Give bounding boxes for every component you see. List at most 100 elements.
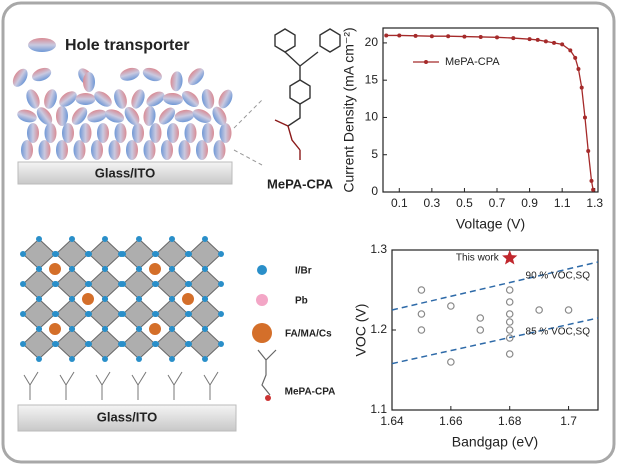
ion [120,311,126,317]
substrate-label: Glass/ITO [95,165,155,180]
molecule-ellipse [87,109,107,123]
ion [136,326,142,332]
data-point [535,306,543,314]
data-point [552,40,557,45]
pointer [233,149,263,166]
data-point [582,115,587,120]
ion [20,341,26,347]
data-point [505,298,514,306]
data-point [478,34,483,39]
data-point [505,286,514,294]
ion [153,341,159,347]
ion [218,281,224,287]
data-point [476,326,485,334]
molecule-ellipse [188,68,205,86]
ion [136,356,142,362]
data-point [579,85,584,90]
a-cation [49,323,61,335]
data-point [397,33,402,38]
legend-marker [424,60,428,64]
a-cation [82,293,94,305]
molecule-ellipse [27,123,39,143]
molecule-ellipse [12,68,28,87]
x-tick-label: 1.66 [439,414,463,428]
molecule-ellipse [36,107,53,125]
molecule-ellipse [212,106,227,126]
ion [36,296,42,302]
ion [218,251,224,257]
reference-line [391,317,599,365]
data-point [560,42,565,47]
y-axis-label: VOC (V) [353,304,369,357]
y-tick-label: 1.3 [370,242,387,256]
molecule-ellipse [44,89,57,109]
molecule-ellipse [142,67,162,82]
ion [136,266,142,272]
molecule-ellipse [192,109,212,123]
molecule-ellipse [219,123,232,143]
x-tick-label: 0.1 [391,196,408,210]
ion [169,296,175,302]
data-point [505,318,514,326]
ion [169,356,175,362]
legend-icon [28,38,56,52]
ion [153,281,159,287]
ion [102,266,108,272]
molecule-ellipse [132,123,144,143]
sam-molecule [131,371,147,400]
y-tick-label: 20 [365,35,379,49]
molecule [274,28,341,160]
glass-substrate [17,161,233,185]
y-tick-label: 0 [371,184,378,198]
molecule-ellipse [124,106,140,126]
a-cation [182,293,194,305]
molecule [257,349,277,401]
data-point [573,55,578,60]
y-tick-label: 10 [365,110,379,124]
ion [186,341,192,347]
data-point [505,326,514,334]
x-tick-label: 1.1 [554,196,571,210]
data-point [476,314,485,322]
ion [86,311,92,317]
molecule-ellipse [149,123,162,143]
ion [202,296,208,302]
sam-molecule [59,371,75,400]
data-point [535,37,540,42]
data-point [543,39,548,44]
molecule-ellipse [161,140,173,160]
ion [102,296,108,302]
y-tick-label: 1.1 [370,402,387,416]
molecule-ellipse [114,89,127,109]
molecule-ellipse [56,106,68,126]
data-point [591,187,596,192]
ion [218,311,224,317]
x-tick-label: 1.68 [498,414,522,428]
a-cation [149,323,161,335]
ion [36,236,42,242]
ion [169,326,175,332]
ion-icon [252,323,272,343]
x-tick-label: 0.9 [521,196,538,210]
ion [36,266,42,272]
ion-label: Pb [295,296,308,307]
ion [202,266,208,272]
plot-frame [382,27,599,193]
ion [202,356,208,362]
data-point [417,286,426,294]
molecule-label: MePA-CPA [285,387,336,398]
data-point [413,33,418,38]
ion [169,266,175,272]
molecule-ellipse [182,90,199,108]
ion [69,236,75,242]
data-point [505,334,514,342]
molecule-ellipse [83,72,95,92]
ion [53,341,59,347]
ion [120,341,126,347]
ion-icon [257,265,267,275]
molecule-ellipse [196,140,208,160]
ion [86,341,92,347]
molecule-ellipse [143,106,156,126]
hole-transporter-diagram: Hole transporter Glass/ITO MePA-CPA [12,28,341,191]
